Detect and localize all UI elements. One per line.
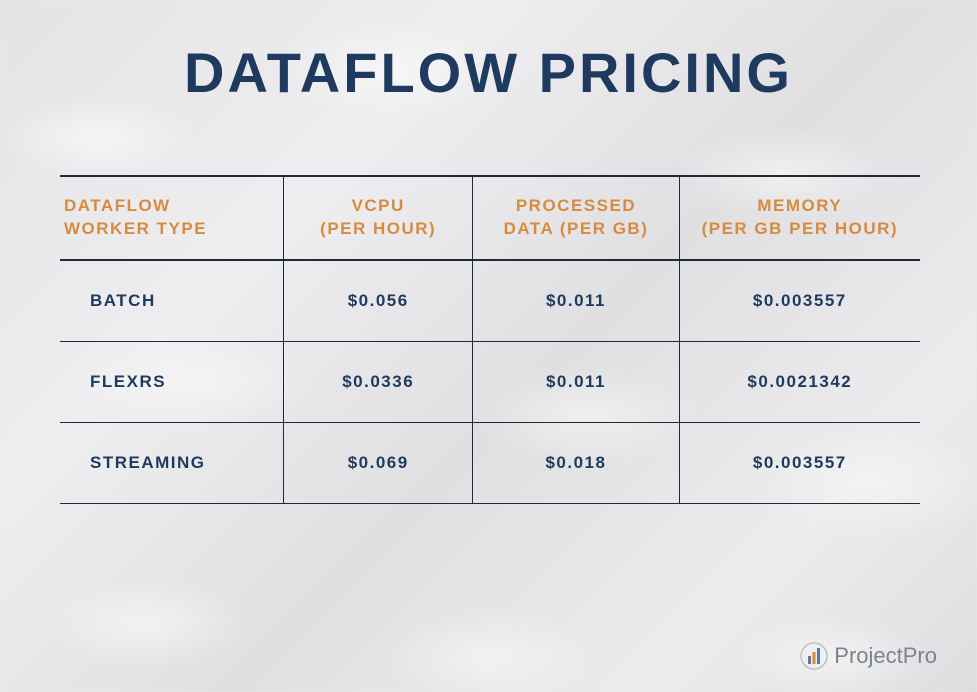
- header-line: VCPU: [352, 196, 405, 215]
- col-header-memory: MEMORY (PER GB PER HOUR): [679, 176, 920, 260]
- header-line: PROCESSED: [516, 196, 636, 215]
- page-title: DATAFLOW PRICING: [60, 40, 917, 105]
- cell-worker-type: STREAMING: [60, 422, 284, 503]
- cell-vcpu: $0.056: [284, 260, 473, 342]
- header-line: DATAFLOW: [64, 196, 171, 215]
- header-line: DATA (PER GB): [504, 219, 649, 238]
- cell-memory: $0.0021342: [679, 341, 920, 422]
- header-line: (PER GB PER HOUR): [702, 219, 898, 238]
- table-row: STREAMING $0.069 $0.018 $0.003557: [60, 422, 920, 503]
- table-header-row: DATAFLOW WORKER TYPE VCPU (PER HOUR) PRO…: [60, 176, 920, 260]
- cell-vcpu: $0.0336: [284, 341, 473, 422]
- cell-processed: $0.018: [473, 422, 679, 503]
- logo-text: ProjectPro: [834, 643, 937, 669]
- table-row: FLEXRS $0.0336 $0.011 $0.0021342: [60, 341, 920, 422]
- table-row: BATCH $0.056 $0.011 $0.003557: [60, 260, 920, 342]
- cell-worker-type: FLEXRS: [60, 341, 284, 422]
- header-line: MEMORY: [757, 196, 842, 215]
- col-header-vcpu: VCPU (PER HOUR): [284, 176, 473, 260]
- header-line: (PER HOUR): [320, 219, 436, 238]
- projectpro-logo: ProjectPro: [800, 642, 937, 670]
- cell-worker-type: BATCH: [60, 260, 284, 342]
- cell-memory: $0.003557: [679, 260, 920, 342]
- col-header-worker-type: DATAFLOW WORKER TYPE: [60, 176, 284, 260]
- cell-processed: $0.011: [473, 260, 679, 342]
- col-header-processed-data: PROCESSED DATA (PER GB): [473, 176, 679, 260]
- cell-processed: $0.011: [473, 341, 679, 422]
- content-area: DATAFLOW PRICING DATAFLOW WORKER TYPE VC…: [0, 0, 977, 692]
- cell-vcpu: $0.069: [284, 422, 473, 503]
- cell-memory: $0.003557: [679, 422, 920, 503]
- bar-chart-icon: [800, 642, 828, 670]
- pricing-table: DATAFLOW WORKER TYPE VCPU (PER HOUR) PRO…: [60, 175, 920, 504]
- header-line: WORKER TYPE: [64, 219, 207, 238]
